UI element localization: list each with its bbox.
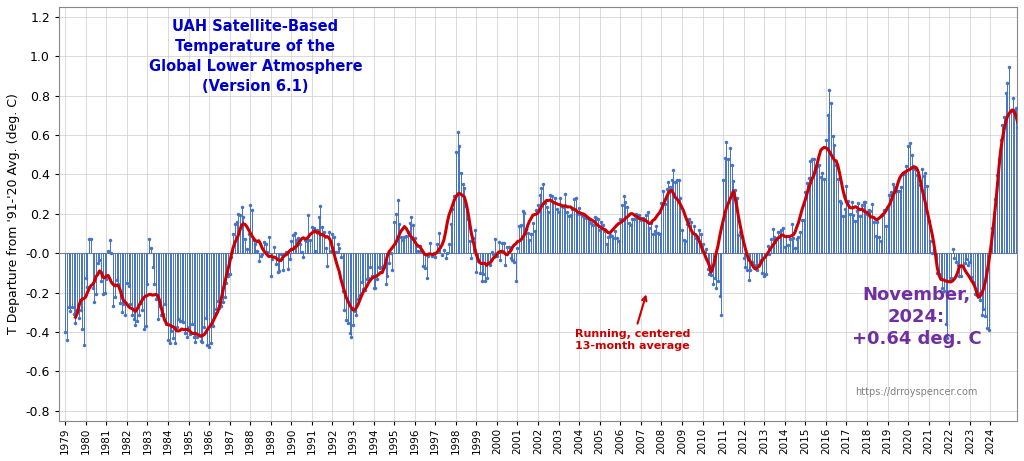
Text: UAH Satellite-Based
Temperature of the
Global Lower Atmosphere
(Version 6.1): UAH Satellite-Based Temperature of the G… [148, 19, 362, 94]
Y-axis label: T Departure from '91-'20 Avg. (deg. C): T Departure from '91-'20 Avg. (deg. C) [7, 93, 19, 334]
Text: https://drroyspencer.com: https://drroyspencer.com [855, 387, 978, 396]
Text: November,
2024:
+0.64 deg. C: November, 2024: +0.64 deg. C [852, 286, 981, 349]
Text: Running, centered
13-month average: Running, centered 13-month average [575, 296, 690, 351]
